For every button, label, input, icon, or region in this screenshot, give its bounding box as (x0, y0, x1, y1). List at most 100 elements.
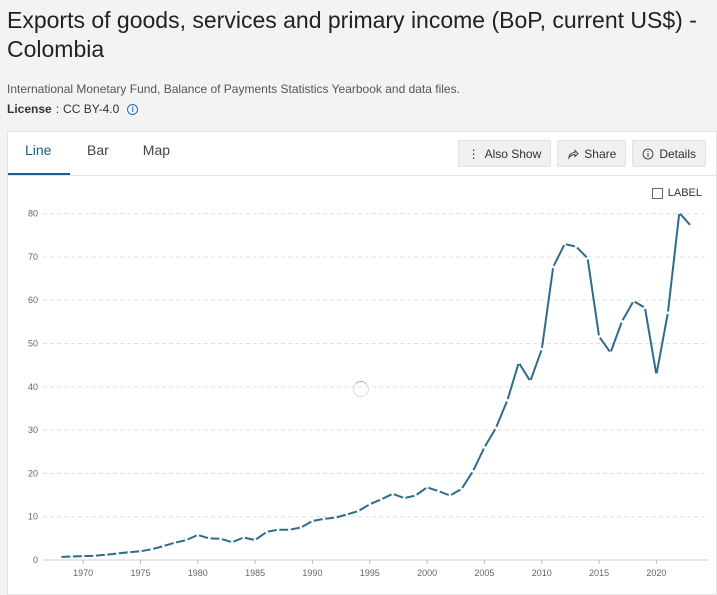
data-point (265, 530, 268, 534)
x-tick-label: 2000 (417, 568, 437, 578)
info-icon[interactable]: i (127, 103, 139, 115)
share-label: Share (584, 146, 617, 161)
data-point (677, 211, 681, 215)
tab-line[interactable]: Line (8, 132, 70, 175)
data-point (425, 485, 429, 489)
data-point (58, 555, 62, 559)
data-point (242, 536, 246, 539)
data-point (81, 554, 85, 558)
also-show-label: Also Show (484, 146, 542, 161)
data-point (460, 487, 463, 491)
data-point (448, 494, 452, 497)
page-title: Exports of goods, services and primary i… (7, 7, 697, 62)
data-point (471, 469, 475, 473)
data-point (643, 306, 647, 309)
data-point (127, 550, 131, 554)
source-text: International Monetary Fund, Balance of … (7, 82, 460, 96)
data-point (655, 373, 658, 377)
chart-tabs: Line Bar Map (8, 132, 187, 175)
data-point (586, 256, 590, 260)
data-point (483, 446, 486, 449)
data-point (150, 547, 154, 551)
data-point (666, 311, 670, 315)
data-point (620, 320, 624, 323)
data-point (540, 347, 544, 351)
y-tick-label: 10 (28, 512, 38, 522)
data-point (632, 299, 635, 303)
y-tick-label: 50 (28, 339, 38, 349)
license-label: License (7, 102, 52, 116)
data-point (219, 537, 223, 541)
license-line: License : CC BY-4.0 i (7, 102, 139, 116)
label-checkbox[interactable] (651, 187, 663, 199)
x-tick-label: 2020 (646, 568, 666, 578)
data-point (368, 502, 372, 506)
x-tick-label: 1995 (360, 568, 380, 578)
loading-spinner-icon (353, 381, 369, 397)
x-tick-label: 1985 (245, 568, 265, 578)
x-tick-label: 1975 (130, 568, 150, 578)
x-tick-label: 1970 (73, 568, 93, 578)
data-point (104, 553, 108, 557)
data-point (333, 516, 337, 519)
label-toggle-text: LABEL (667, 187, 702, 199)
data-point (402, 496, 406, 500)
series-line (60, 211, 692, 558)
tab-map[interactable]: Map (142, 142, 171, 158)
y-tick-label: 60 (28, 295, 38, 305)
tab-divider (8, 175, 716, 176)
data-point (230, 540, 234, 544)
chart-panel: Line Bar Map ⋮ Also Show Share Details L… (7, 131, 717, 595)
share-icon (568, 148, 579, 160)
data-point (414, 494, 418, 497)
y-tick-label: 30 (28, 425, 38, 435)
license-value: CC BY-4.0 (63, 102, 120, 116)
data-point (116, 552, 119, 555)
label-toggle[interactable]: LABEL (651, 187, 702, 199)
also-show-button[interactable]: ⋮ Also Show (457, 140, 552, 167)
data-point (322, 517, 326, 521)
data-point (379, 497, 383, 501)
data-point (528, 379, 532, 383)
data-point (288, 528, 291, 532)
data-point (494, 426, 498, 430)
data-point (276, 528, 280, 532)
x-tick-label: 2015 (589, 568, 609, 578)
info-circle-icon (642, 148, 654, 159)
y-tick-label: 0 (33, 555, 38, 565)
chart-actions: ⋮ Also Show Share Details (457, 140, 706, 167)
data-point (299, 526, 303, 529)
data-point (689, 224, 693, 228)
data-point (609, 351, 612, 355)
data-point (184, 538, 188, 542)
data-point (505, 398, 509, 402)
data-point (311, 519, 314, 523)
data-point (161, 544, 165, 548)
data-point (93, 554, 96, 558)
data-point (207, 536, 211, 540)
share-button[interactable]: Share (557, 140, 627, 167)
license-separator: : (55, 102, 60, 116)
x-tick-label: 2010 (532, 568, 552, 578)
data-point (173, 541, 177, 545)
data-point (437, 489, 440, 493)
data-point (551, 265, 555, 269)
data-point (356, 509, 360, 513)
data-point (253, 538, 257, 542)
y-tick-label: 70 (28, 252, 38, 262)
data-point (597, 335, 601, 339)
data-point (196, 533, 200, 537)
x-tick-label: 1990 (302, 568, 322, 578)
data-point (345, 513, 349, 516)
line-chart: 0 10 20 30 40 50 60 70 80 1970 1975 1980 1985 1990 199… (28, 209, 708, 578)
y-tick-label: 40 (28, 382, 38, 392)
vertical-dots-icon: ⋮ (467, 146, 480, 161)
data-point (574, 245, 578, 248)
x-tick-label: 1980 (188, 568, 208, 578)
details-button[interactable]: Details (632, 140, 706, 167)
data-point (139, 549, 142, 553)
y-tick-label: 20 (28, 468, 38, 478)
details-label: Details (659, 146, 696, 161)
data-point (517, 361, 521, 364)
tab-bar[interactable]: Bar (87, 142, 109, 158)
